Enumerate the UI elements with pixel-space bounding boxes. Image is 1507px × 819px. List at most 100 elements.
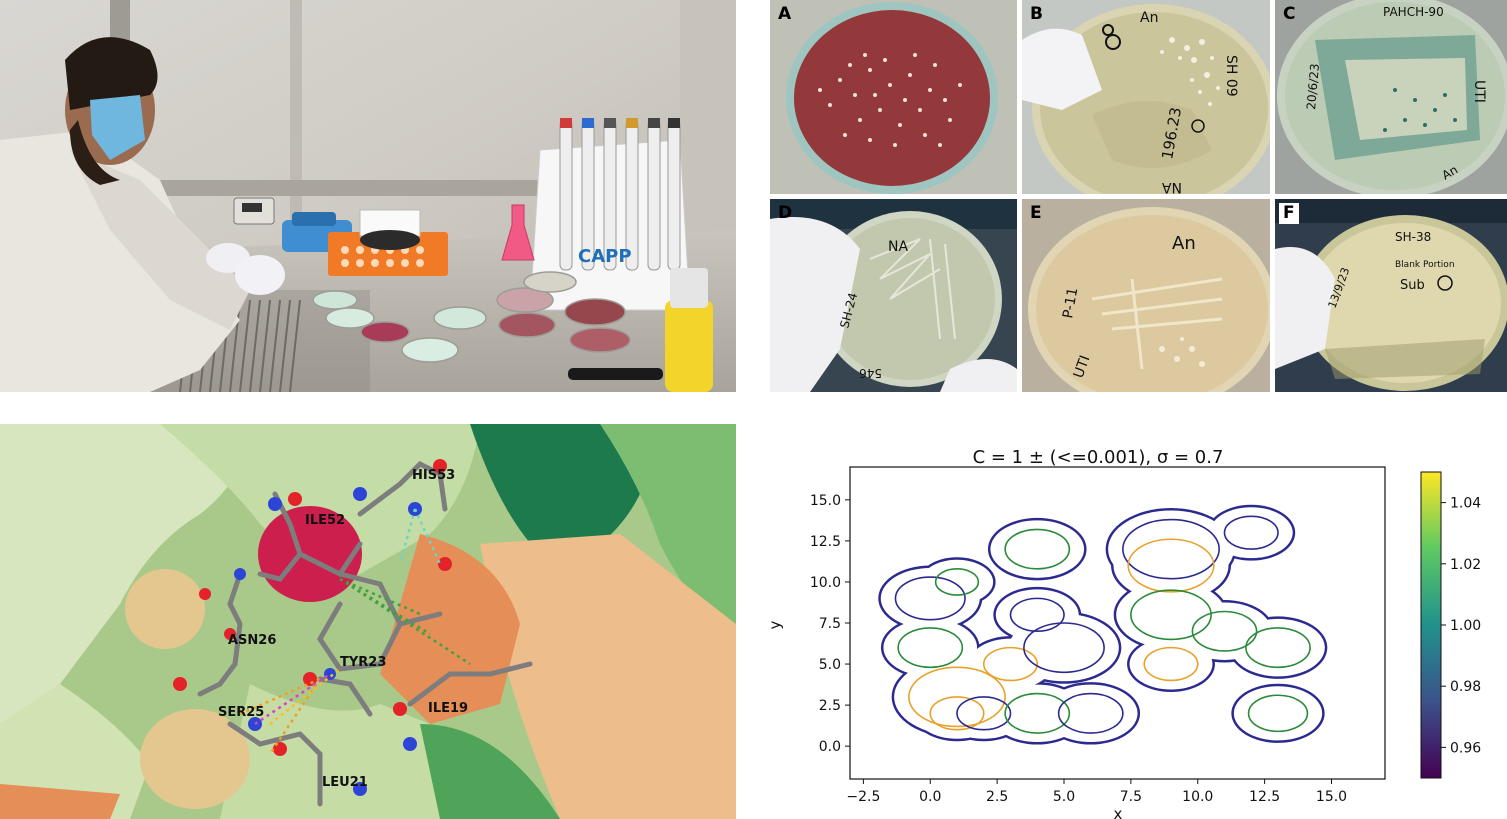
cetrimide-agar-plate: PAHCH-90 20/6/23 UTI An bbox=[1275, 0, 1507, 194]
residue-label: LEU21 bbox=[322, 775, 368, 790]
dish-label: F bbox=[1279, 203, 1299, 224]
contour-circle bbox=[982, 646, 1039, 682]
dish-panel-b: An 196.23 NA SH 09 B bbox=[1022, 0, 1270, 194]
y-axis-label: y bbox=[766, 620, 784, 629]
plate-writing: 546 bbox=[859, 366, 882, 380]
chart-title: C = 1 ± (<=0.001), σ = 0.7 bbox=[973, 447, 1224, 468]
molecular-surface: HIS53 ILE52 ASN26 TYR23 SER25 ILE19 LEU2… bbox=[0, 424, 736, 819]
contour-circle bbox=[1223, 515, 1279, 550]
contour-circle bbox=[897, 627, 964, 669]
protein-docking-view: HIS53 ILE52 ASN26 TYR23 SER25 ILE19 LEU2… bbox=[0, 424, 736, 819]
x-tick-label: 7.5 bbox=[1120, 789, 1142, 805]
x-axis-label: x bbox=[1114, 805, 1123, 819]
colorbar bbox=[1420, 471, 1442, 779]
boundary-blob-inner bbox=[1113, 530, 1229, 601]
residue-label: ASN26 bbox=[228, 633, 276, 648]
plate-writing: Sub bbox=[1400, 278, 1425, 293]
blood-agar-plate bbox=[770, 0, 1017, 194]
y-axis-ticks: 0.0 2.5 5.0 7.5 10.0 12.5 15.0 bbox=[810, 493, 850, 755]
y-tick-label: 12.5 bbox=[810, 534, 841, 550]
residue-label: ILE52 bbox=[305, 513, 345, 528]
plate-writing: An bbox=[1140, 10, 1158, 26]
contour-plot: C = 1 ± (<=0.001), σ = 0.7 −2.5 0.0 2.5 5.0… bbox=[760, 430, 1507, 819]
contour-circle bbox=[1122, 518, 1220, 580]
nutrient-agar-plate: An 196.23 NA SH 09 bbox=[1022, 0, 1270, 194]
colorbar-ticks: 0.96 0.98 1.00 1.02 1.04 bbox=[1441, 496, 1481, 756]
streak-plate: NA SH-24 546 bbox=[770, 199, 1017, 392]
plate-writing: An bbox=[1440, 163, 1461, 183]
plate-writing: Blank Portion bbox=[1395, 260, 1455, 270]
y-tick-label: 5.0 bbox=[819, 657, 841, 673]
colorbar-tick-label: 0.98 bbox=[1450, 679, 1481, 695]
colorbar-tick-label: 0.96 bbox=[1450, 740, 1481, 756]
x-axis-ticks: −2.5 0.0 2.5 5.0 7.5 10.0 12.5 15.0 bbox=[846, 779, 1347, 805]
contour-circle bbox=[1127, 538, 1215, 593]
boundary-blob-inner bbox=[920, 559, 994, 605]
petri-dish-grid: A An 196.23 NA SH 09 B bbox=[770, 0, 1507, 392]
x-tick-label: −2.5 bbox=[846, 789, 880, 805]
contour-circle bbox=[1247, 694, 1309, 733]
dish-panel-e: An P-11 UTI E bbox=[1022, 199, 1270, 392]
x-tick-label: 15.0 bbox=[1316, 789, 1347, 805]
residue-label: ILE19 bbox=[428, 701, 468, 716]
contour-circle bbox=[1057, 692, 1124, 734]
contour-circle bbox=[1143, 646, 1199, 682]
contour-circles bbox=[894, 515, 1311, 734]
contour-circle bbox=[929, 696, 985, 731]
colorbar-tick-label: 1.02 bbox=[1450, 557, 1481, 573]
dish-panel-a: A bbox=[770, 0, 1017, 194]
contour-circle bbox=[1009, 597, 1065, 633]
dish-label: A bbox=[778, 4, 792, 24]
boundary-blob-inner bbox=[1233, 686, 1323, 741]
contour-chart: C = 1 ± (<=0.001), σ = 0.7 −2.5 0.0 2.5 5.0… bbox=[766, 447, 1481, 819]
dish-label: C bbox=[1283, 4, 1296, 24]
pipette-brand-label: CAPP bbox=[578, 246, 632, 267]
x-tick-label: 2.5 bbox=[986, 789, 1008, 805]
plate-writing: UTI bbox=[1471, 80, 1487, 103]
colorbar-tick-label: 1.04 bbox=[1450, 496, 1481, 512]
lab-photo-illustration: CAPP bbox=[0, 0, 736, 392]
bacterial-colonies bbox=[1160, 37, 1220, 106]
plate-writing: UTI bbox=[1071, 353, 1094, 380]
contour-circle bbox=[956, 696, 1012, 731]
residue-label: TYR23 bbox=[340, 655, 386, 670]
plate-writing: PAHCH-90 bbox=[1383, 5, 1444, 19]
contour-circle bbox=[1023, 622, 1105, 674]
subculture-plate: SH-38 Blank Portion Sub 13/9/23 bbox=[1275, 199, 1507, 392]
contour-circle bbox=[934, 568, 980, 596]
contour-circle bbox=[1004, 692, 1071, 734]
y-tick-label: 15.0 bbox=[810, 493, 841, 509]
contour-circle bbox=[1191, 610, 1258, 652]
dish-panel-c: PAHCH-90 20/6/23 UTI An C bbox=[1275, 0, 1507, 194]
boundary-blob-inner bbox=[1209, 507, 1293, 559]
y-tick-label: 2.5 bbox=[819, 698, 841, 714]
dish-label: D bbox=[778, 203, 793, 223]
residue-label: HIS53 bbox=[412, 468, 455, 483]
dish-label: E bbox=[1030, 203, 1042, 223]
contour-circle bbox=[1245, 627, 1311, 669]
plate-writing: NA bbox=[1162, 179, 1182, 194]
y-tick-label: 7.5 bbox=[819, 616, 841, 632]
dish-panel-f: SH-38 Blank Portion Sub 13/9/23 F bbox=[1275, 199, 1507, 392]
plate-writing: NA bbox=[888, 239, 908, 255]
lab-photo: CAPP bbox=[0, 0, 736, 392]
plate-writing: SH 09 bbox=[1223, 55, 1239, 97]
y-tick-label: 0.0 bbox=[819, 739, 841, 755]
x-tick-label: 10.0 bbox=[1182, 789, 1213, 805]
dish-label: B bbox=[1030, 4, 1043, 24]
colorbar-tick-label: 1.00 bbox=[1450, 618, 1481, 634]
x-tick-label: 5.0 bbox=[1053, 789, 1075, 805]
plate-writing: P-11 bbox=[1060, 286, 1081, 319]
contour-circle bbox=[894, 576, 966, 621]
boundary-blob-inner bbox=[1009, 613, 1119, 682]
contour-circle bbox=[1130, 589, 1212, 641]
plate-writing: SH-38 bbox=[1395, 230, 1431, 244]
contour-circle bbox=[1004, 528, 1071, 570]
y-tick-label: 10.0 bbox=[810, 575, 841, 591]
x-tick-label: 12.5 bbox=[1249, 789, 1280, 805]
x-tick-label: 0.0 bbox=[919, 789, 941, 805]
plate-writing: An bbox=[1172, 233, 1196, 254]
streak-plate: An P-11 UTI bbox=[1022, 199, 1270, 392]
bacterial-colonies bbox=[818, 53, 962, 147]
dish-panel-d: NA SH-24 546 D bbox=[770, 199, 1017, 392]
